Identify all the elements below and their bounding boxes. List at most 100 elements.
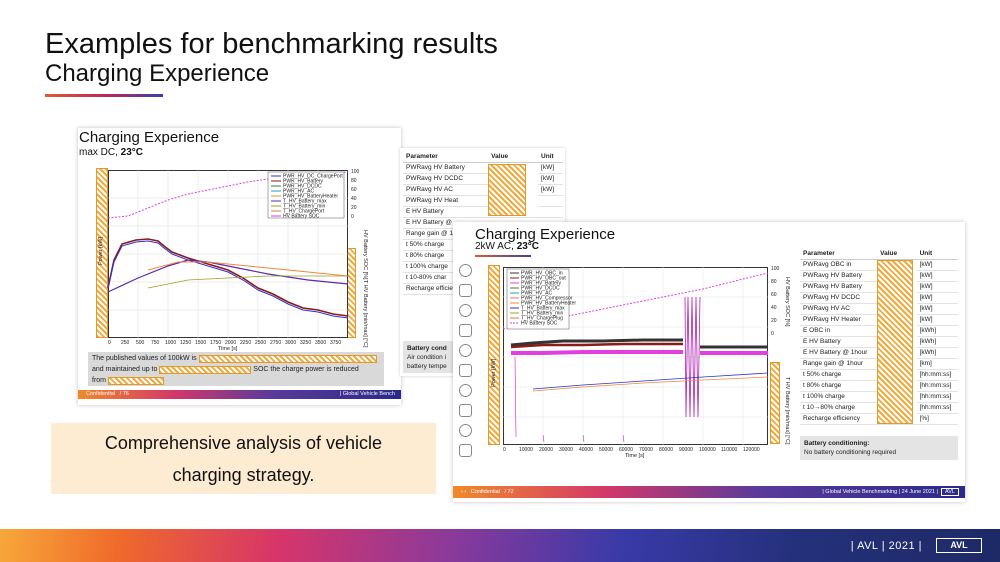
unit-cell: [hh:mm:ss] [916,402,958,414]
dc-legend-item: PWR_HV_BatteryHeater [283,194,338,200]
dc-soc-ticks: 100 80 60 40 20 0 [351,169,360,220]
ac-xtick: 90000 [679,447,693,453]
title-accent-rule [45,94,163,97]
param-cell: PWRavg HV Battery [800,281,878,293]
dc-legend-item: PWR_HV_AC [283,189,315,195]
param-cell: PWRavg HV DCDC [403,173,489,185]
param-cell: t 80% charge [403,250,489,262]
dc-grid [108,170,348,338]
ac-legend-item: PWR_HV_DCDC [521,286,560,292]
dc-note-box: The published values of 100kW is and mai… [88,352,384,386]
ac-xtick: 40000 [579,447,593,453]
unit-cell: [kW] [538,184,563,196]
table-row: t 80% charge [hh:mm:ss] [800,380,958,392]
dc-legend-item: HV Battery SOC [283,214,320,220]
summary-callout: Comprehensive analysis of vehicle chargi… [51,423,436,494]
dc-xtick: 0 [108,340,111,346]
ac-xtick: 0 [503,447,506,453]
param-cell: E HV Battery @ 1hour [800,347,878,359]
table-row: t 50% charge [hh:mm:ss] [800,369,958,381]
dc-xtick: 3750 [330,340,341,346]
dc-note-line3: from [92,376,106,384]
dc-xtick: 2000 [225,340,236,346]
table-row: PWRavg HV AC [kW] [403,184,563,196]
param-cell: PWRavg HV AC [800,303,878,315]
ac-legend-item: HV Battery SOC [521,321,558,327]
dc-footer-right: | Global Vehicle Bench [339,391,395,397]
dc-soc-tick: 20 [351,205,357,211]
unit-cell: [km] [916,358,958,370]
ac-soc-ticks: 100 80 60 40 20 0 [771,266,780,337]
unit-cell [538,195,563,207]
ac-footer-logo: AVL [941,488,959,496]
ac-footer-page: / 72 [504,489,514,495]
ac-th-value: Value [877,248,917,260]
dc-note-line1: The published values of 100kW is [92,355,197,362]
dc-xticks: 0 250 500 750 1000 1250 1500 1750 2000 2… [108,340,341,346]
ac-soc-tick: 60 [771,292,777,298]
dc-xtick: 250 [121,340,130,346]
ac-xtick: 60000 [619,447,633,453]
table-row: PWRavg HV Battery [kW] [800,281,958,293]
ac-hatch-right [770,362,780,444]
dc-legend: PWR_HV_DC_ChargePort PWR_HV_Battery PWR_… [271,174,343,220]
dc-sub-temp: 23°C [120,147,144,158]
ac-legend-item: T_HV_Battery_min [521,311,563,317]
dc-soc-tick: 40 [351,196,357,202]
ac-battery-band [511,350,683,355]
speaker-icon [459,344,472,357]
dc-note-redaction [107,376,164,385]
dc-soc-tick: 100 [351,169,360,175]
dc-xlabel: Time [s] [218,346,238,352]
ac-obc-out-band [510,342,683,349]
slide-title: Examples for benchmarking results [45,28,498,60]
dc-xtick: 1250 [180,340,191,346]
table-row: t 100% charge [hh:mm:ss] [800,391,958,403]
ac-legend-item: PWR_HV_OBC_in [521,271,563,277]
param-cell: t 50% charge [403,239,489,251]
dc-power-battery-line [107,238,349,317]
param-cell: PWRavg HV AC [403,184,489,196]
table-row: t 10→80% charge [hh:mm:ss] [800,402,958,414]
table-row: Recharge efficiency [%] [800,413,958,425]
dc-soc-tick: 0 [351,214,354,220]
dc-legend-item: T_HV_Battery_min [283,204,325,210]
param-cell: Range gain @ 1 [403,228,489,240]
param-cell: E HV Battery [800,336,878,348]
param-cell: E OBC in [800,325,878,337]
dc-sub-prefix: max DC, [79,147,121,158]
ac-chart: PWR_HV_OBC_in PWR_HV_OBC_out PWR_HV_Batt… [491,266,790,459]
unit-cell: [%] [916,413,958,425]
ear-icon [459,384,472,397]
ac-xtick: 120000 [743,447,760,453]
param-cell: t 100% charge [800,391,878,403]
dc-soc-tick: 60 [351,187,357,193]
table-row: PWRavg HV DCDC [kW] [403,173,563,185]
dc-xtick: 1000 [165,340,176,346]
ac-hatch-left [488,265,500,445]
dc-xtick: 1750 [210,340,221,346]
ac-soc-tick: 100 [771,266,780,272]
dc-card-subtitle: max DC, 23°C [79,147,143,158]
ac-temp-min-line [532,376,769,392]
ac-xtick: 70000 [639,447,653,453]
ac-card-subtitle: 2kW AC, 23°C [475,241,539,252]
param-cell: PWRavg OBC in [800,259,878,271]
param-cell: PWRavg HV DCDC [800,292,878,304]
unit-cell: [kW] [916,292,958,304]
dc-ylabel-soc: HV Battery SOC [%] [362,230,368,280]
param-cell: Recharge efficiency [800,413,878,425]
ac-xtick: 10000 [519,447,533,453]
ac-footer-nav-icon[interactable]: ‹ › [461,489,467,495]
dc-th-unit: Unit [538,151,563,163]
table-row: E HV Battery @ 1hour [kWh] [800,347,958,359]
ac-temp-max-line [532,372,769,390]
dc-legend-box [267,171,345,219]
param-cell: PWRavg HV Heater [800,314,878,326]
ac-param-table: Parameter Value Unit PWRavg OBC in [kW] P… [800,248,958,425]
unit-cell: [kW] [916,270,958,282]
param-cell: t 100% charge [403,261,489,273]
dc-xtick: 3250 [300,340,311,346]
ac-ylabel-left: Power [kW] [491,358,497,387]
unit-cell: [kW] [916,259,958,271]
